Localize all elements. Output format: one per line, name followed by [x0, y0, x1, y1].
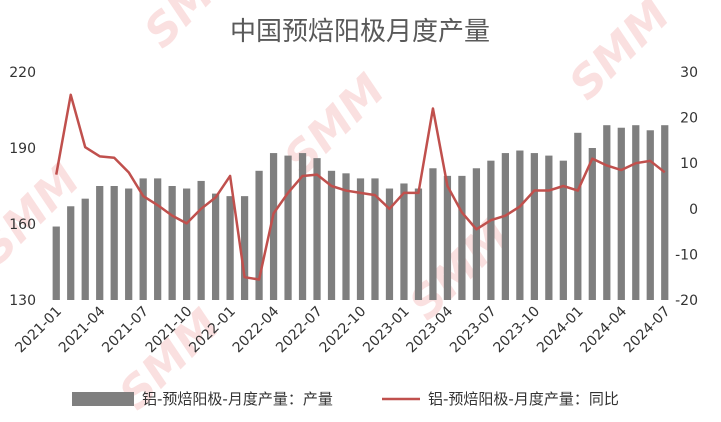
bar-2023-07 [487, 160, 495, 300]
bar-2023-04 [443, 175, 452, 300]
left-tick-label: 220 [9, 65, 36, 81]
bar-2021-08 [154, 178, 162, 300]
right-tick-label: 0 [689, 202, 698, 218]
right-tick-label: -10 [675, 247, 698, 263]
bar-2023-05 [458, 175, 466, 300]
bar-2022-09 [342, 173, 350, 300]
bar-2023-11 [545, 155, 553, 300]
bar-2021-05 [110, 186, 118, 300]
bar-2022-07 [313, 158, 321, 300]
legend-bar-swatch [72, 392, 134, 406]
bar-2022-02 [240, 196, 249, 300]
x-tick-label: 2024-01 [534, 304, 587, 357]
bar-2024-02 [588, 148, 596, 300]
bar-2022-04 [269, 153, 278, 300]
right-tick-label: 20 [680, 111, 698, 127]
bar-2023-12 [559, 160, 567, 300]
x-axis: 2021-012021-042021-072021-102022-012022-… [12, 303, 673, 356]
bar-2023-03 [429, 168, 437, 300]
chart-title: 中国预焙阳极月度产量 [230, 17, 490, 47]
bar-2023-08 [501, 153, 509, 300]
x-tick-label: 2021-04 [56, 303, 109, 356]
x-tick-label: 2022-04 [230, 303, 283, 356]
bar-2023-09 [516, 150, 524, 300]
bar-2022-03 [255, 170, 263, 300]
line-series [55, 93, 666, 281]
bar-2021-09 [168, 186, 176, 300]
x-tick-label: 2023-01 [360, 304, 413, 357]
bar-2021-12 [211, 193, 220, 300]
bar-2021-10 [183, 188, 191, 300]
x-tick-label: 2022-07 [273, 304, 326, 357]
bar-2022-12 [385, 188, 394, 300]
bar-2024-07 [661, 125, 669, 300]
bar-2022-06 [298, 153, 307, 300]
x-tick-label: 2023-07 [447, 304, 500, 357]
bar-2023-06 [472, 168, 481, 300]
bar-2023-01 [400, 183, 408, 300]
legend-bar-label: 铝-预焙阳极-月度产量：产量 [142, 390, 333, 408]
bar-2021-11 [197, 180, 205, 300]
svg-text:SMM: SMM [560, 0, 680, 110]
bar-2022-08 [327, 170, 336, 300]
bar-2022-11 [371, 178, 379, 300]
left-tick-label: 130 [9, 293, 36, 309]
watermark-smm: SMM [0, 155, 90, 275]
legend: 铝-预焙阳极-月度产量：产量 铝-预焙阳极-月度产量：同比 [72, 390, 619, 408]
bar-2021-02 [67, 206, 75, 300]
x-tick-label: 2021-01 [12, 304, 65, 357]
svg-text:SMM: SMM [275, 65, 395, 185]
bar-2023-02 [414, 188, 423, 300]
right-tick-label: 30 [680, 65, 698, 81]
bar-2024-05 [632, 125, 640, 300]
right-tick-label: -20 [675, 293, 698, 309]
bar-2024-01 [574, 132, 582, 300]
svg-text:SMM: SMM [0, 155, 90, 275]
bar-2024-03 [603, 125, 611, 300]
bar-series [52, 125, 669, 300]
legend-line-label: 铝-预焙阳极-月度产量：同比 [428, 390, 619, 408]
bar-2021-04 [96, 186, 104, 300]
x-tick-label: 2024-07 [621, 304, 674, 357]
watermark-smm: SMM [560, 0, 680, 110]
right-axis: -20 -10 0 10 20 30 [675, 65, 698, 309]
x-tick-label: 2023-10 [491, 304, 544, 357]
bar-2024-06 [646, 130, 654, 300]
watermark-smm: SMM [275, 65, 395, 185]
left-axis: 130 160 190 220 [9, 65, 36, 309]
left-tick-label: 190 [9, 141, 36, 157]
left-tick-label: 160 [9, 217, 36, 233]
bar-2022-01 [226, 196, 234, 300]
bar-2023-10 [530, 153, 538, 300]
bar-2021-07 [139, 178, 147, 300]
bar-2022-10 [356, 178, 365, 300]
x-tick-label: 2024-04 [577, 303, 630, 356]
bar-2024-04 [617, 127, 625, 300]
bar-2021-06 [125, 188, 133, 300]
x-tick-label: 2022-10 [317, 304, 370, 357]
bar-2021-01 [52, 226, 60, 300]
right-tick-label: 10 [680, 156, 698, 172]
bar-2021-03 [81, 198, 89, 300]
bar-2022-05 [284, 155, 292, 300]
